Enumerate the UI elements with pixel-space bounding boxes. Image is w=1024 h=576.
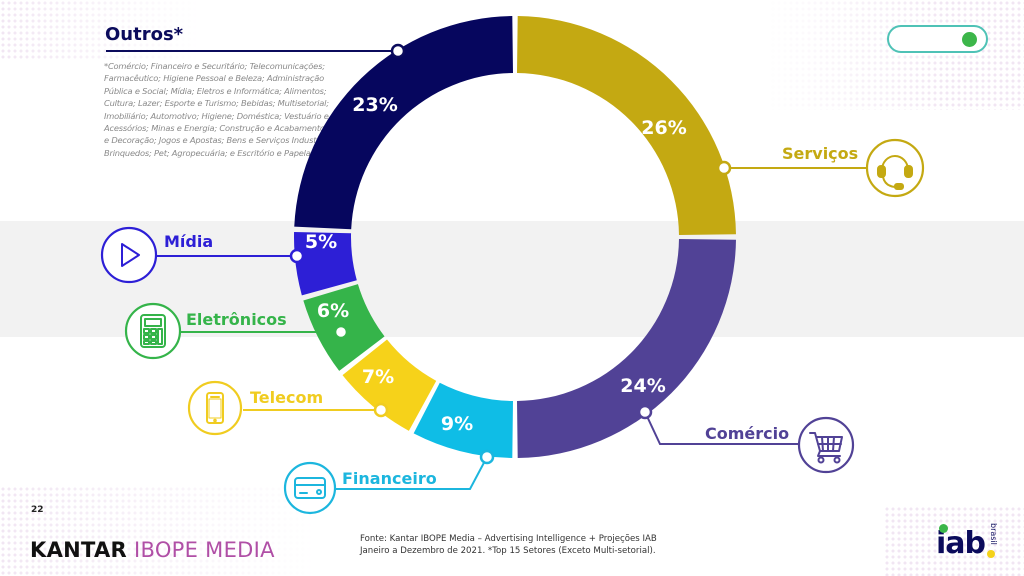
play-icon	[121, 243, 140, 267]
outros-title: Outros*	[105, 24, 184, 45]
leader-dot-outros	[390, 43, 406, 59]
leader-line-financeiro	[336, 456, 488, 490]
category-label-servicos: Serviços	[782, 144, 858, 163]
category-label-eletronicos: Eletrônicos	[186, 310, 287, 329]
source-note: Fonte: Kantar IBOPE Media – Advertising …	[360, 534, 657, 557]
icon-circle-eletronicos	[124, 302, 182, 360]
decorative-dots	[884, 506, 1024, 576]
iab-green-dot	[939, 524, 948, 533]
leader-dot-midia	[289, 248, 305, 264]
leader-dot-comercio	[637, 404, 653, 420]
slice-value-label-midia: 5%	[305, 231, 337, 253]
smartphone-icon	[206, 392, 224, 424]
donut-slice-financeiro	[413, 382, 513, 458]
kantar-wordmark: KANTAR	[30, 538, 128, 562]
iab-brasil-text: brasil	[989, 523, 998, 545]
category-label-comercio: Comércio	[705, 424, 789, 443]
donut-slice-telecom	[342, 339, 437, 431]
iab-brasil-logo: iab brasil	[934, 523, 1014, 563]
outros-footnote: *Comércio; Financeiro e Securitário; Tel…	[104, 61, 354, 158]
slice-value-label-outros: 23%	[352, 94, 397, 116]
decorative-dots	[764, 0, 1024, 110]
category-label-midia: Mídia	[164, 232, 213, 251]
slice-value-label-telecom: 7%	[362, 366, 394, 388]
icon-circle-midia	[100, 226, 158, 284]
iab-wordmark: iab	[936, 526, 986, 561]
toggle-switch[interactable]	[887, 25, 988, 53]
leader-line-comercio	[644, 411, 799, 445]
donut-slice-outros	[294, 16, 513, 230]
slice-value-label-financeiro: 9%	[441, 413, 473, 435]
donut-slice-servicos	[517, 16, 736, 235]
icon-circle-telecom	[187, 380, 243, 436]
slice-value-label-comercio: 24%	[620, 375, 665, 397]
calculator-icon	[140, 314, 166, 348]
leader-dot-financeiro	[479, 449, 495, 465]
slice-value-label-servicos: 26%	[641, 117, 686, 139]
slice-value-label-eletronicos: 6%	[317, 300, 349, 322]
category-label-financeiro: Financeiro	[342, 469, 437, 488]
source-line-2: Janeiro a Dezembro de 2021. *Top 15 Seto…	[360, 545, 656, 556]
source-line-1: Fonte: Kantar IBOPE Media – Advertising …	[360, 534, 657, 544]
icon-circle-servicos	[865, 138, 925, 198]
ibope-media-wordmark: IBOPE MEDIA	[134, 538, 275, 562]
toggle-knob	[962, 32, 977, 47]
iab-yellow-dot	[987, 550, 995, 558]
category-label-telecom: Telecom	[250, 388, 323, 407]
decorative-dots	[0, 486, 320, 576]
kantar-ibope-logo: KANTAR IBOPE MEDIA	[30, 538, 275, 562]
leader-dot-telecom	[373, 402, 389, 418]
credit-card-icon	[294, 477, 326, 499]
donut-slice-midia	[294, 231, 357, 296]
headset-icon	[877, 155, 913, 190]
page-number: 22	[31, 505, 44, 515]
shopping-cart-icon	[809, 432, 843, 464]
donut-slice-comercio	[517, 239, 736, 458]
leader-dot-eletronicos	[333, 324, 349, 340]
leader-dot-servicos	[716, 160, 732, 176]
icon-circle-financeiro	[283, 461, 337, 515]
